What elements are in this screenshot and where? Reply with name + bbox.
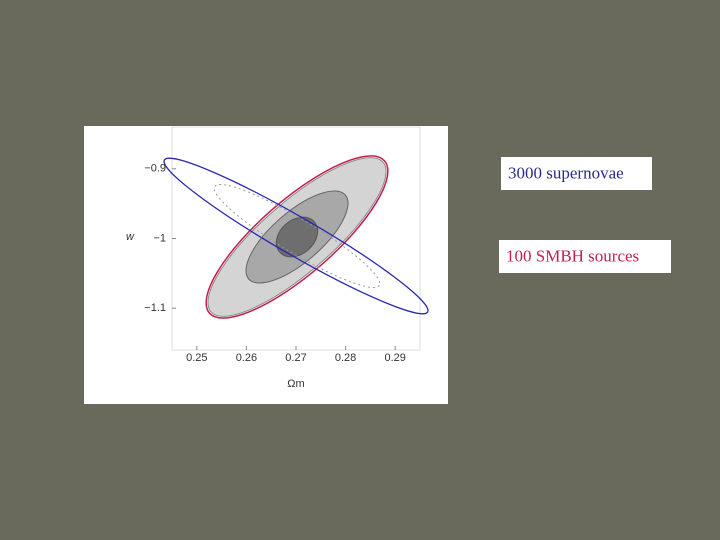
contours <box>205 155 389 319</box>
legend-box <box>501 157 652 190</box>
legend-label: 100 SMBH sources <box>506 246 639 265</box>
plot-area <box>163 126 429 351</box>
x-tick-label: 0.27 <box>285 352 306 364</box>
supernovae-contour <box>163 157 429 315</box>
x-axis-label: Ωm <box>287 378 304 390</box>
y-axis-label: w <box>126 231 135 243</box>
y-tick-label: −0.9 <box>144 163 166 175</box>
x-tick-label: 0.29 <box>384 352 405 364</box>
y-tick-label: −1.1 <box>144 302 166 314</box>
x-tick-label: 0.26 <box>236 352 257 364</box>
inner-contour <box>275 216 319 258</box>
smbh-contour <box>205 155 389 319</box>
legend-label: 3000 supernovae <box>508 163 624 182</box>
legend-box <box>499 240 671 273</box>
x-tick-label: 0.28 <box>335 352 356 364</box>
x-tick-label: 0.25 <box>186 352 207 364</box>
y-tick-label: −1 <box>153 232 166 244</box>
dotted-contour <box>213 183 381 289</box>
